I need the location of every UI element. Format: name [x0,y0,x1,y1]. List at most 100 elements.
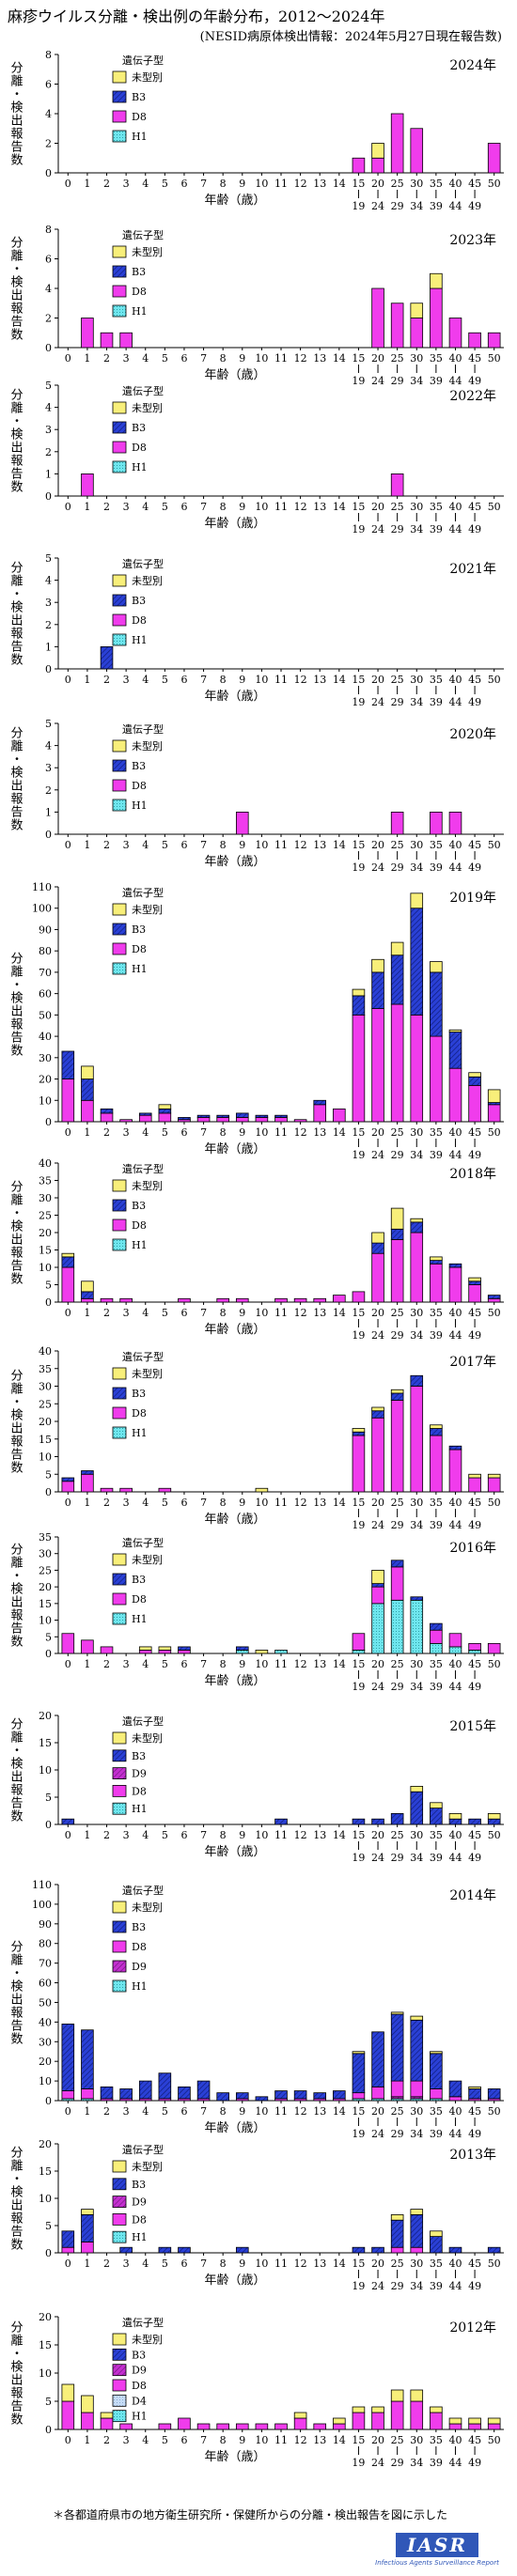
logo-caption: Infectious Agents Surveillance Report [375,2559,499,2567]
y-tick-label: 6 [45,254,52,266]
legend-label: H1 [132,1613,148,1625]
bar-segment-D8 [255,2423,269,2430]
bar-segment-D8 [468,2423,481,2430]
x-tick-label: 29 [391,1329,404,1342]
legend-label: B3 [132,1574,146,1586]
x-tick-label: 9 [239,352,245,365]
x-tick-label: 25 [391,1829,404,1841]
x-tick-label: 9 [239,1307,245,1319]
y-tick-label: 10 [39,1764,52,1777]
x-tick-label: 2 [103,1126,110,1139]
bar-segment-B3 [216,1114,229,1118]
bar-segment-未型別 [468,1473,481,1479]
x-tick-label: 1 [84,839,90,851]
x-tick-label: 3 [123,352,130,365]
x-tick-label: 45 [468,1658,481,1670]
y-tick-label: 2 [45,446,52,458]
y-tick-label: 40 [39,1345,52,1358]
x-tick-label: 3 [123,1829,130,1841]
x-tick-label: 4 [142,2434,149,2446]
y-tick-label: 35 [39,1531,52,1544]
x-tick-label: 34 [410,861,423,874]
bar-segment-D8 [352,157,366,174]
bar-segment-D8 [61,1633,75,1654]
bar-segment-H1 [448,1646,462,1654]
x-tick-label: 40 [448,501,462,513]
y-tick-label: 25 [39,1564,52,1576]
legend-swatch-H1 [112,1802,127,1815]
bar-segment-B3 [178,2086,191,2100]
x-tick-label: 49 [468,1149,481,1161]
chart-panel-2019年: 分離・検出報告数 0 10 20 30 40 50 60 70 80 90 100 110 0 1 2 3 4 5 6… [0,881,517,1161]
bar-segment-B3 [196,2080,211,2100]
x-tick-label: 20 [371,674,384,686]
bar-segment-D8 [235,812,249,835]
x-tick-label: 44 [448,2280,462,2292]
y-tick-label: 50 [39,1996,52,2009]
bar-segment-D8 [313,1104,327,1123]
x-tick-label: 13 [313,1126,326,1139]
x-tick-label: 12 [294,178,307,190]
x-tick-label: 40 [448,2434,462,2446]
footnote: ＊各都道府県市の地方衛生研究所・保健所からの分離・検出報告を図に示した [53,2508,448,2522]
y-tick-label: 25 [39,1398,52,1410]
bar-segment-B3 [410,2019,424,2082]
bar-segment-B3 [487,2246,501,2254]
bar-segment-D8 [81,473,94,497]
bar-segment-D8 [371,1252,384,1303]
chart-panel-2018年: 分離・検出報告数 0 5 10 15 20 25 30 35 40 0 1 2 3 4 5 6 7 8 9 10 11 12… [0,1157,517,1342]
x-tick-label: 25 [391,1497,404,1509]
bar-segment-未型別 [410,1786,424,1792]
bar-segment-B3 [448,2246,462,2254]
x-tick-label: 1 [84,501,90,513]
y-tick-label: 3 [45,424,52,436]
legend-label: D8 [132,1941,147,1953]
x-tick-label: 50 [488,2258,501,2270]
x-tick-label: 6 [180,674,187,686]
x-tick-label: 1 [84,1829,90,1841]
x-tick-label: 9 [239,2258,245,2270]
x-tick-label: 10 [255,2258,268,2270]
legend-label: B3 [132,760,146,772]
x-tick-label: 15 [352,2105,365,2118]
y-tick-label: 5 [45,2396,52,2408]
y-tick-label: 80 [39,945,52,957]
bar-segment-未型別 [430,1256,443,1262]
y-tick-label: 60 [39,988,52,1001]
x-tick-label: 50 [488,352,501,365]
bar-segment-未型別 [255,1487,269,1493]
legend-swatch-D8 [112,1940,127,1953]
y-axis-label: 分離・検出報告数 [8,388,24,493]
chart-panel-2012年: 分離・検出報告数 0 5 10 15 20 0 1 2 3 4 5 6 7 8 9 10 11 12 13 14 15 19… [0,2311,517,2469]
x-tick-label: 30 [410,1497,423,1509]
x-tick-label: 25 [391,2105,404,2118]
legend-title: 遺伝子型 [122,1162,164,1175]
x-tick-label: 12 [294,1658,307,1670]
x-tick-label: 3 [123,2105,130,2118]
y-tick-label: 2 [45,138,52,150]
x-tick-label: 2 [103,352,110,365]
bar-segment-H1 [371,1603,384,1654]
bar-segment-D8 [448,2096,462,2102]
legend-label: B3 [132,2349,146,2361]
bar-segment-未型別 [81,1065,94,1079]
y-tick-label: 5 [45,1468,52,1481]
bar-segment-D8 [448,1633,462,1648]
x-tick-label: 0 [65,2258,71,2270]
x-tick-label: 9 [239,839,245,851]
x-tick-label: 6 [180,501,187,513]
legend-label: H1 [132,2231,148,2243]
x-tick-label: 11 [274,674,288,686]
bar-segment-未型別 [390,2389,404,2402]
bar-segment-B3 [430,1808,443,1825]
x-tick-label: 14 [333,839,346,851]
x-tick-label: 8 [220,674,227,686]
legend-label: D8 [132,1407,147,1420]
bar-segment-D8 [352,1291,366,1303]
bar-segment-B3 [390,1560,404,1568]
bar-segment-D8 [371,2412,384,2430]
x-tick-label: 30 [410,1829,423,1841]
y-tick-label: 5 [45,1280,52,1292]
x-tick-label: 5 [162,1658,168,1670]
legend-swatch-H1 [112,1426,127,1439]
